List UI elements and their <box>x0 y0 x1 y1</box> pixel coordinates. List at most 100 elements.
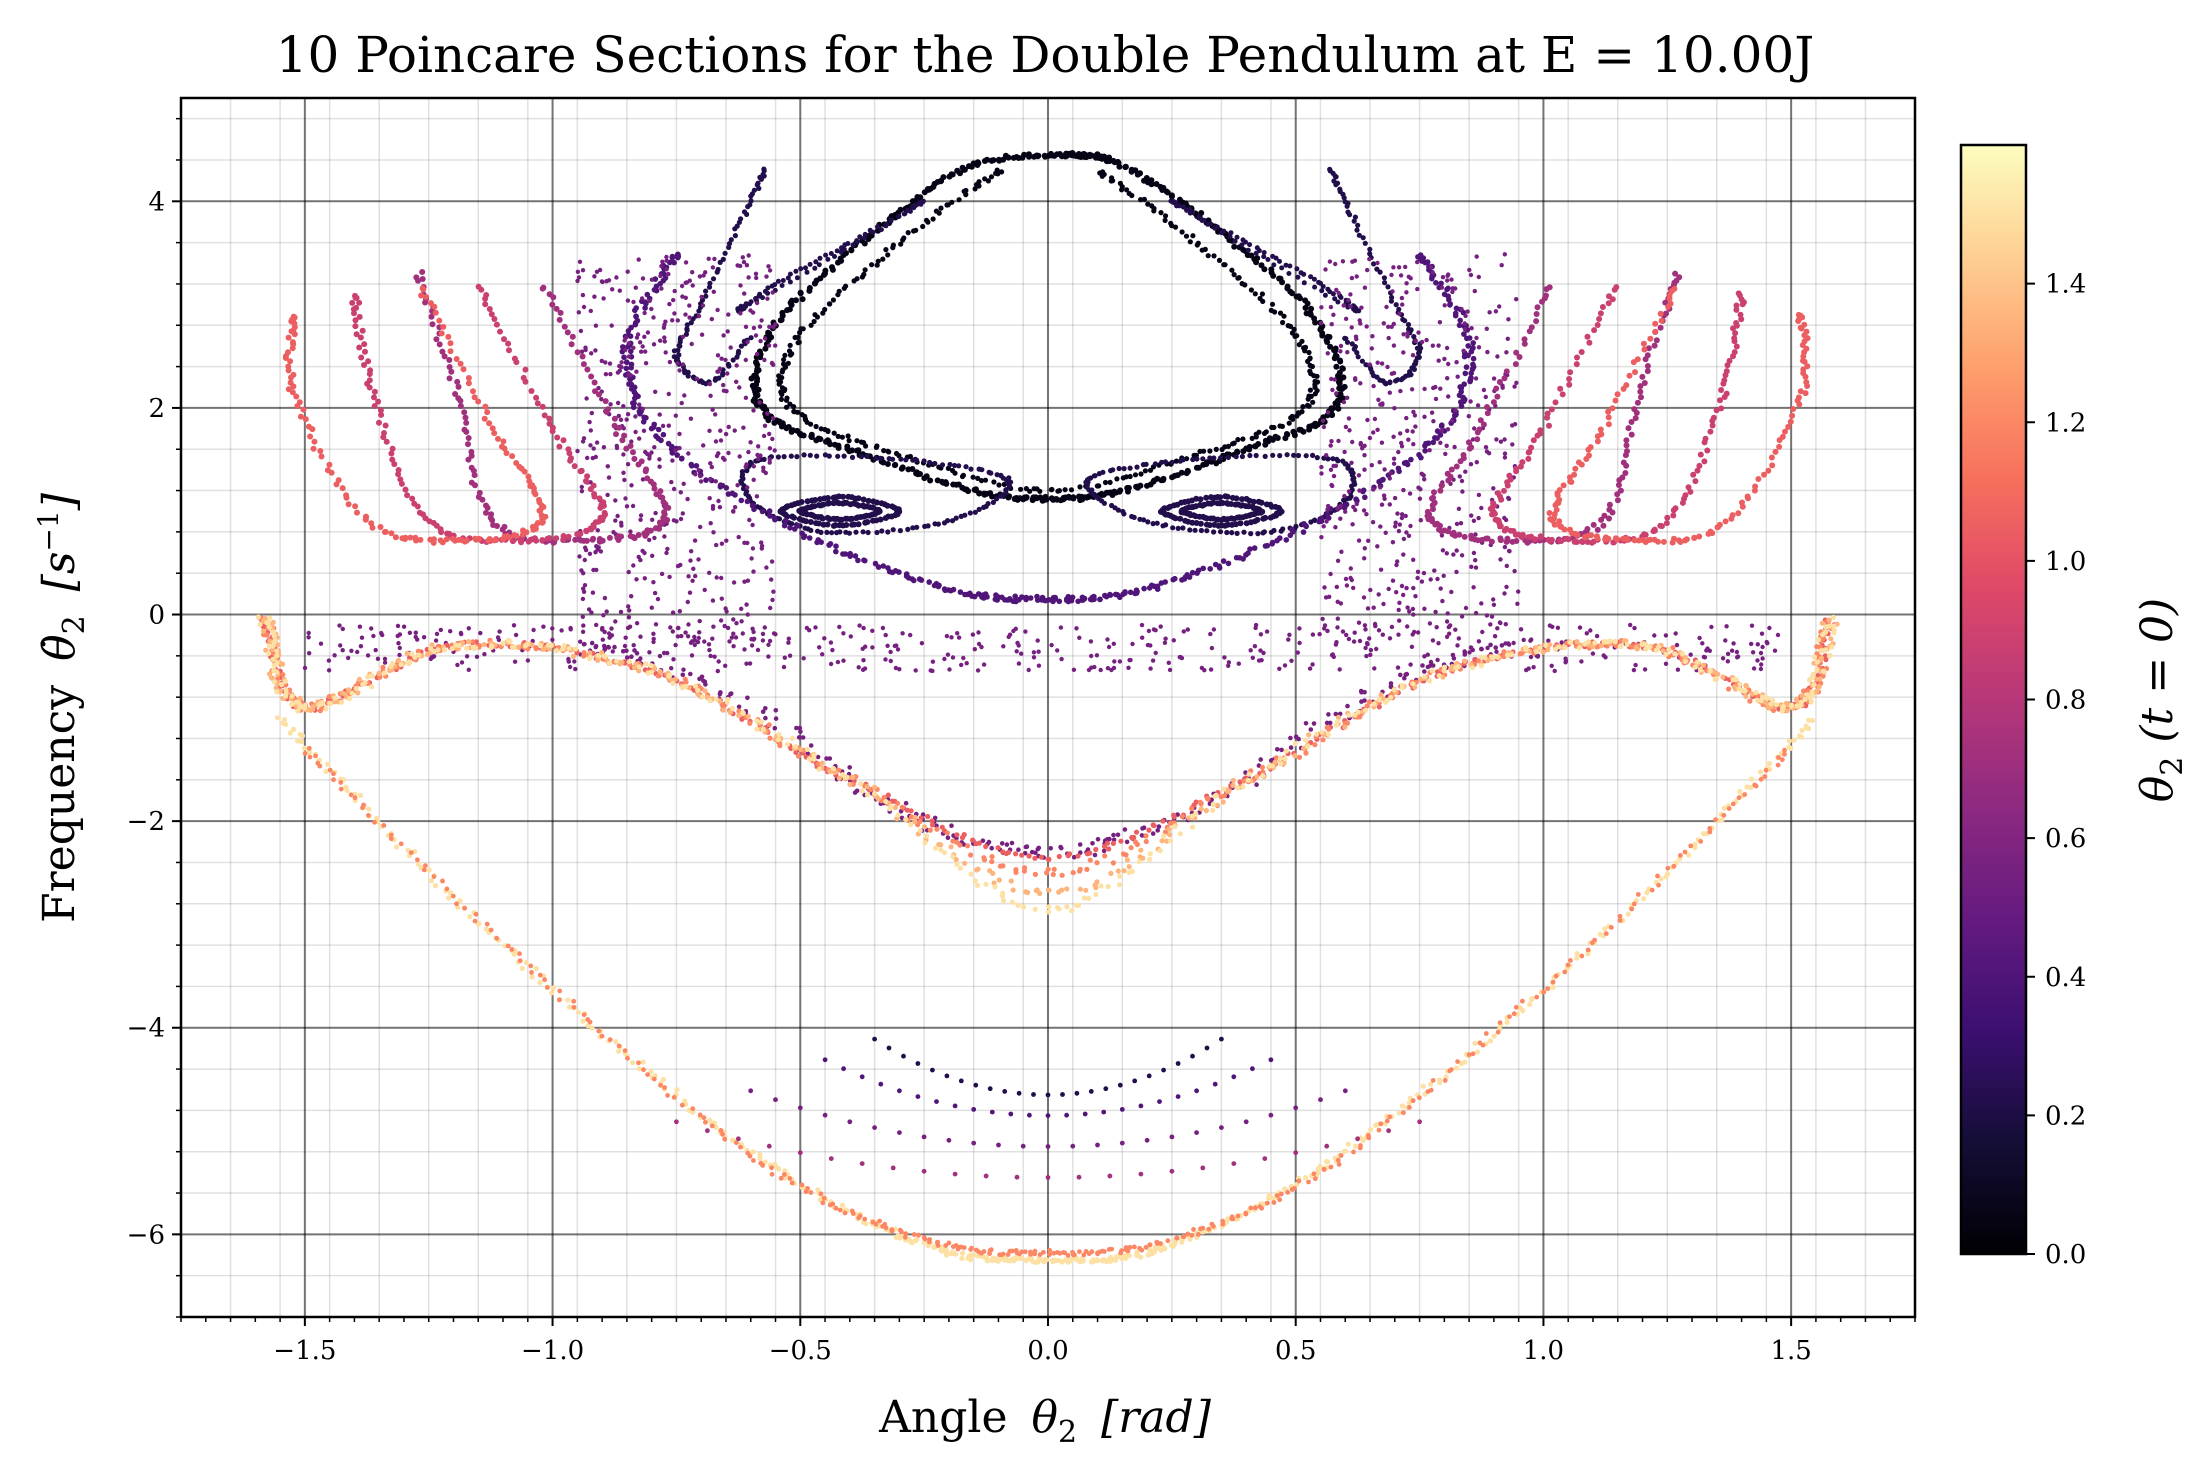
data-point <box>1297 426 1304 433</box>
data-point <box>1401 536 1407 542</box>
data-point <box>1056 488 1062 494</box>
data-point <box>1503 641 1508 646</box>
data-point <box>851 278 857 284</box>
data-point <box>668 625 673 630</box>
data-point <box>382 660 388 665</box>
data-point <box>1469 326 1474 331</box>
data-point <box>1362 556 1367 561</box>
data-point <box>826 500 832 507</box>
data-point <box>1276 275 1283 282</box>
data-point <box>457 397 464 404</box>
data-point <box>1141 825 1147 830</box>
data-point <box>398 480 405 487</box>
data-point <box>1290 428 1297 435</box>
data-point <box>470 388 476 395</box>
data-point <box>541 412 548 419</box>
data-point <box>1217 529 1224 535</box>
data-point <box>888 658 893 664</box>
data-point <box>582 478 589 484</box>
data-point <box>1460 489 1465 494</box>
data-point <box>1465 309 1470 314</box>
data-point <box>1401 552 1406 557</box>
data-point <box>1127 589 1134 596</box>
data-point <box>638 517 643 522</box>
data-point <box>765 296 770 301</box>
data-point <box>1380 476 1386 483</box>
data-point <box>1588 628 1593 633</box>
data-point <box>1248 531 1254 537</box>
data-point <box>720 371 726 377</box>
data-point <box>750 522 755 528</box>
data-point <box>1059 656 1064 662</box>
data-point <box>621 452 626 457</box>
data-point <box>787 401 793 407</box>
data-point <box>1444 634 1450 639</box>
data-point <box>1474 460 1480 465</box>
data-point <box>1195 464 1202 471</box>
data-point <box>285 334 292 341</box>
data-point <box>1404 290 1409 295</box>
data-point <box>445 333 452 340</box>
data-point <box>422 299 429 306</box>
data-point <box>1639 373 1646 380</box>
data-point <box>1036 649 1041 654</box>
data-point <box>1498 439 1504 444</box>
data-point <box>512 659 518 664</box>
data-point <box>1187 210 1193 216</box>
data-point <box>922 523 928 530</box>
data-point <box>1438 440 1443 445</box>
data-point <box>1134 464 1140 470</box>
data-point <box>686 622 691 627</box>
data-point <box>669 479 674 485</box>
data-point <box>998 493 1004 499</box>
data-point <box>1548 406 1555 413</box>
data-point <box>1337 667 1342 672</box>
data-point <box>1247 546 1253 552</box>
data-point <box>712 256 717 262</box>
data-point <box>680 511 685 516</box>
data-point <box>1014 649 1019 654</box>
data-point <box>784 307 791 314</box>
data-point <box>594 440 600 445</box>
data-point <box>1391 461 1397 466</box>
data-point <box>759 543 765 549</box>
data-point <box>1199 247 1205 253</box>
data-point <box>1454 521 1460 527</box>
data-point <box>689 341 694 347</box>
data-point <box>849 454 856 460</box>
data-point <box>965 488 972 495</box>
data-point <box>414 503 421 510</box>
data-point <box>1357 318 1362 323</box>
data-point <box>1260 515 1267 522</box>
data-point <box>613 518 618 523</box>
data-point <box>484 504 491 511</box>
data-point <box>1571 471 1578 478</box>
data-point <box>1444 551 1450 556</box>
data-point <box>1396 528 1402 534</box>
data-point <box>1311 276 1317 282</box>
data-point <box>1572 465 1579 472</box>
data-point <box>714 269 720 275</box>
data-point <box>459 660 465 665</box>
data-point <box>786 636 791 641</box>
data-point <box>1090 841 1095 846</box>
data-point <box>583 347 588 353</box>
data-point <box>1269 301 1276 307</box>
data-point <box>801 534 807 541</box>
data-point <box>1027 488 1033 494</box>
data-point <box>619 520 624 525</box>
data-point <box>1512 384 1517 389</box>
data-point <box>592 294 597 299</box>
data-point <box>1543 292 1549 299</box>
data-point <box>1261 650 1266 656</box>
data-point <box>1493 645 1498 650</box>
data-point <box>856 665 861 670</box>
data-point <box>793 268 799 274</box>
data-point <box>653 510 658 516</box>
data-point <box>683 630 688 635</box>
data-point <box>343 494 350 501</box>
data-point <box>643 466 650 473</box>
data-point <box>604 279 609 284</box>
data-point <box>751 408 756 413</box>
data-point <box>1182 517 1189 524</box>
